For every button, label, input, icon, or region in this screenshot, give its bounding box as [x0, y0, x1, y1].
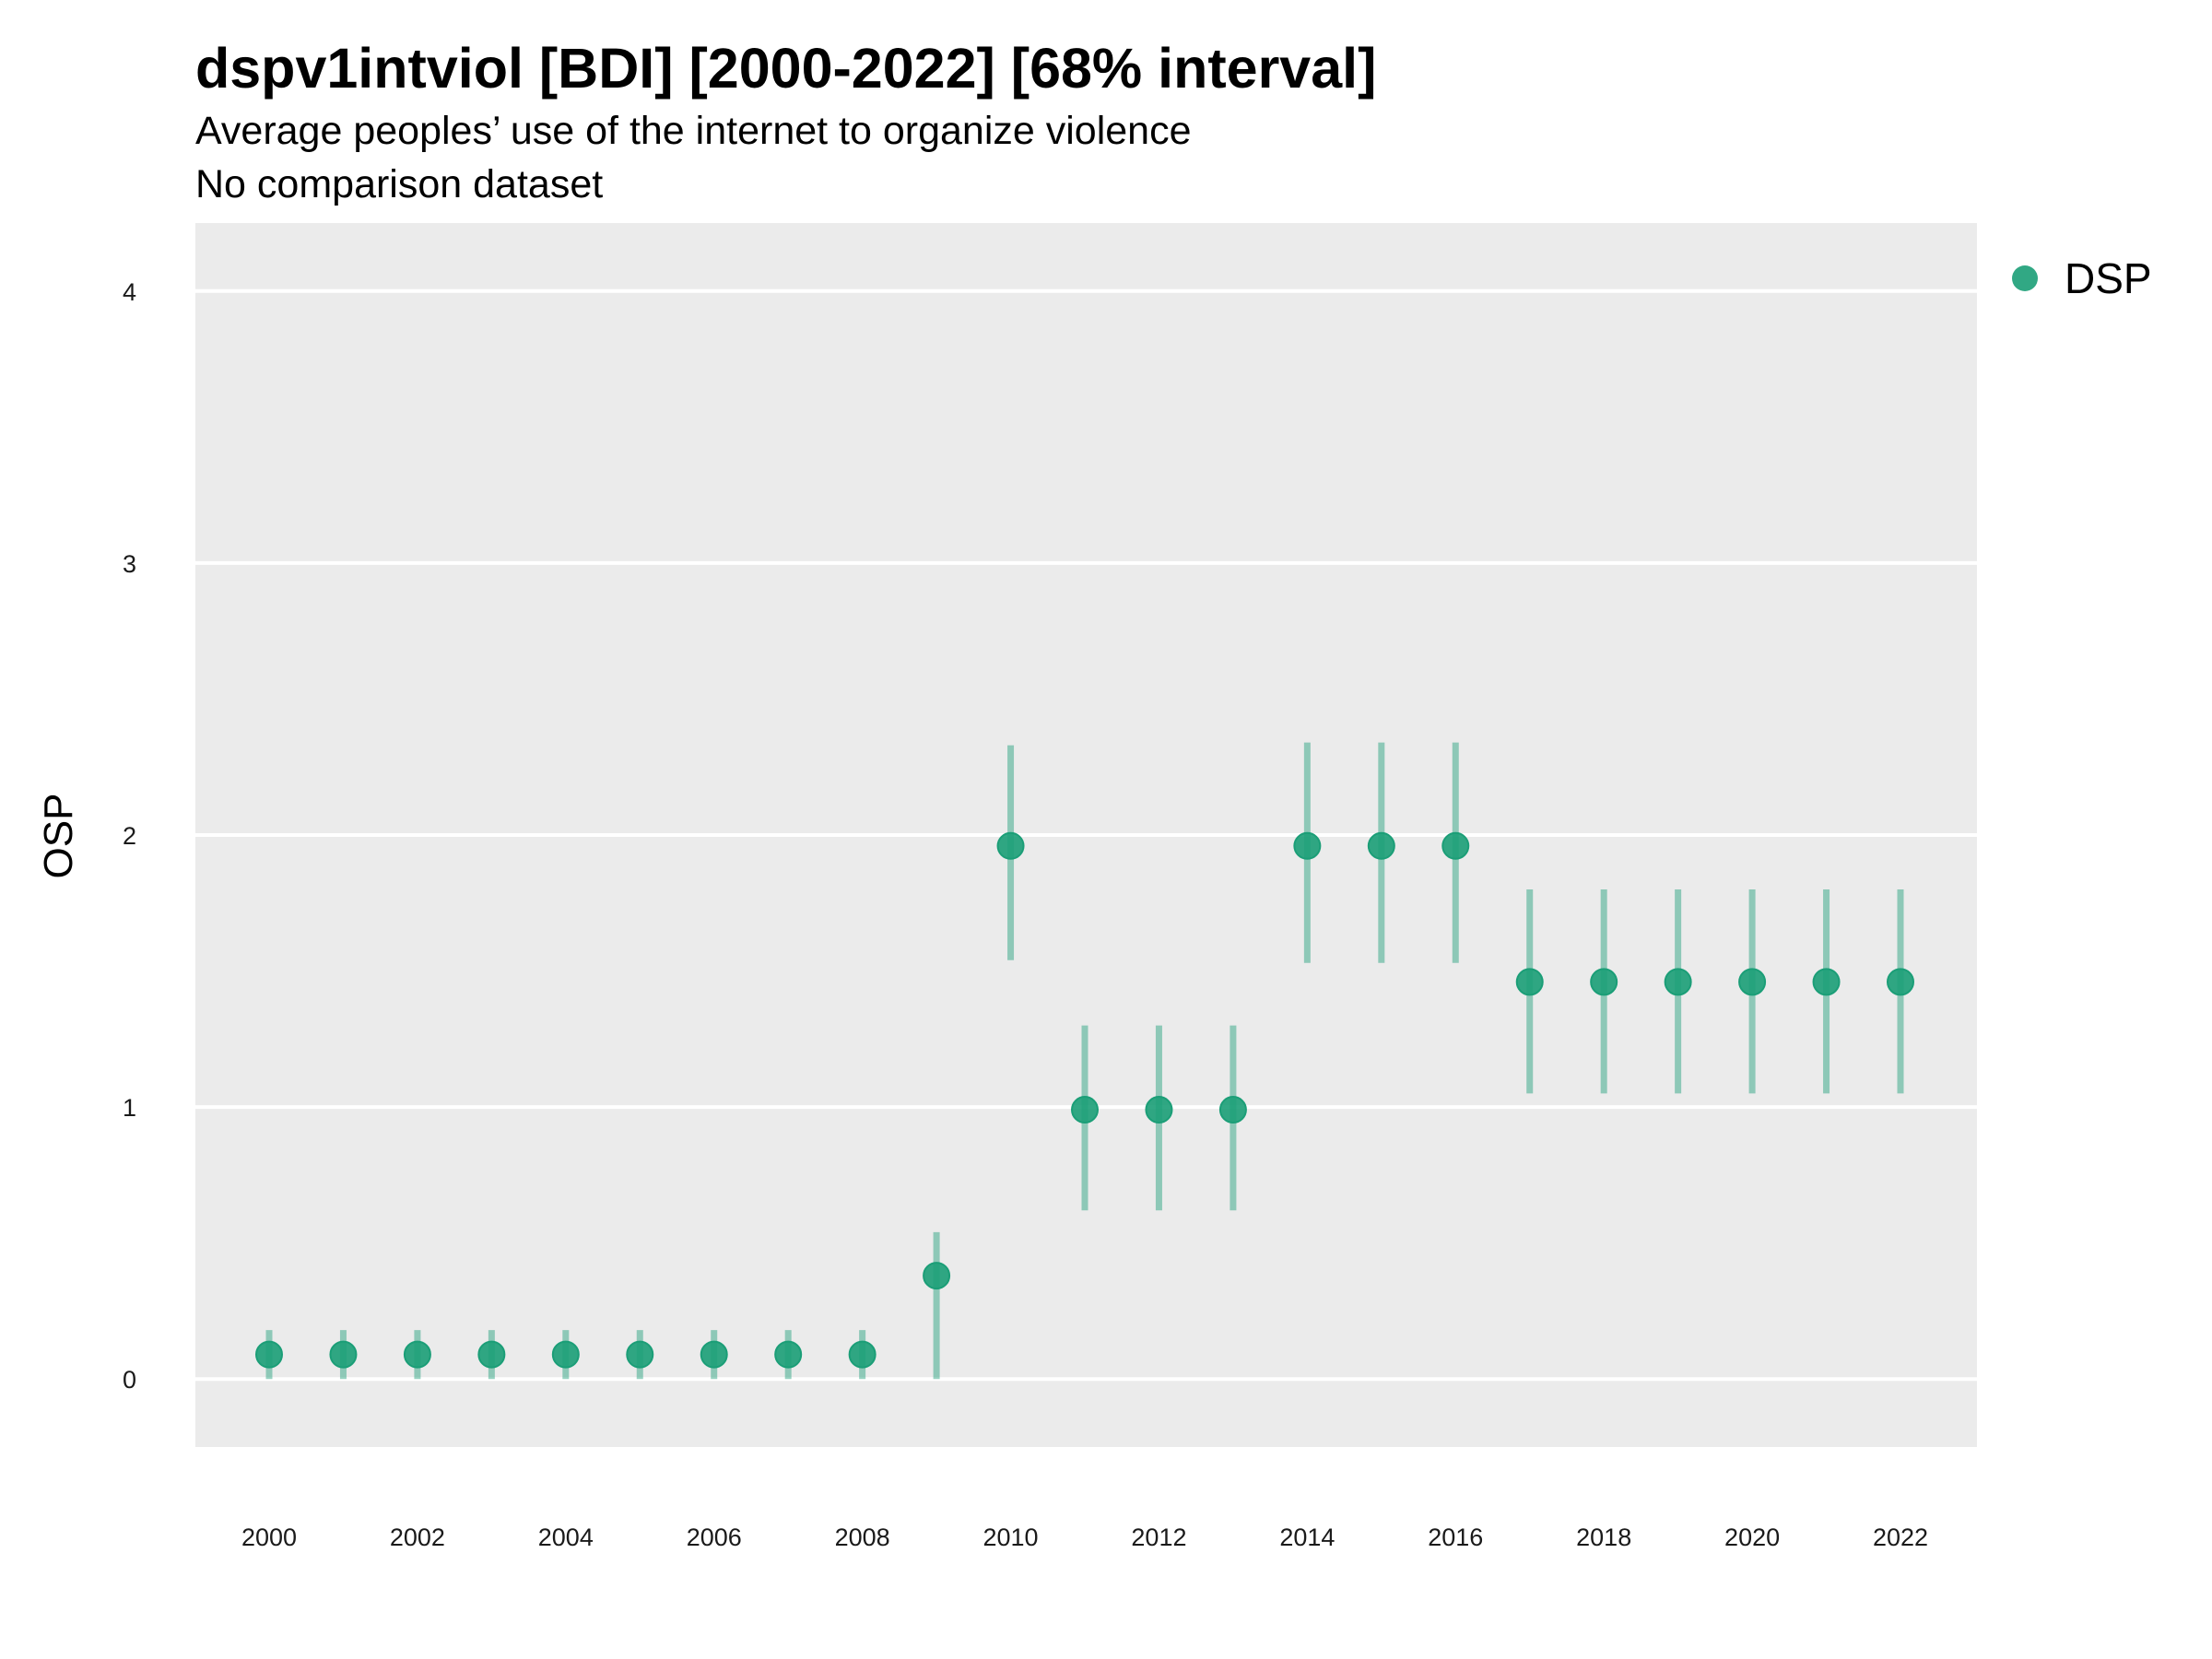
data-point-2001	[329, 1340, 358, 1369]
y-axis-ticks: 0 1 2 3 4	[123, 278, 136, 1394]
x-tick-label-2008: 2008	[835, 1524, 890, 1551]
chart-subtitle: Average peoples’ use of the internet to …	[195, 109, 1192, 153]
y-tick-label-1: 1	[123, 1094, 136, 1122]
data-point-2022	[1887, 968, 1914, 996]
data-point-2004	[551, 1340, 580, 1369]
x-tick-label-2010: 2010	[983, 1524, 1039, 1551]
chart-caption: No comparison dataset	[195, 162, 603, 206]
data-point-2012	[1145, 1096, 1173, 1124]
x-tick-label-2000: 2000	[241, 1524, 297, 1551]
data-point-2013	[1218, 1096, 1247, 1124]
data-point-2018	[1590, 968, 1618, 996]
x-tick-label-2022: 2022	[1873, 1524, 1928, 1551]
y-tick-label-2: 2	[123, 822, 136, 850]
x-tick-label-2012: 2012	[1131, 1524, 1186, 1551]
data-point-2003	[477, 1340, 506, 1369]
data-point-2021	[1812, 968, 1841, 996]
data-point-2009	[923, 1262, 951, 1290]
x-tick-label-2016: 2016	[1428, 1524, 1483, 1551]
data-point-2007	[774, 1340, 803, 1369]
y-tick-label-4: 4	[123, 278, 136, 306]
data-point-2015	[1367, 831, 1395, 860]
data-point-2005	[626, 1340, 654, 1369]
x-tick-label-2014: 2014	[1279, 1524, 1335, 1551]
x-tick-label-2004: 2004	[538, 1524, 594, 1551]
y-tick-label-3: 3	[123, 550, 136, 578]
data-points	[255, 831, 1914, 1369]
data-point-2006	[700, 1340, 728, 1369]
data-point-2008	[848, 1340, 877, 1369]
data-point-2019	[1664, 968, 1692, 996]
y-tick-label-0: 0	[123, 1366, 136, 1394]
x-axis-ticks: 2000 2002 2004 2006 2008 2010 2012 2014 2016 2018…	[241, 1524, 1928, 1551]
data-point-2000	[255, 1340, 283, 1369]
x-tick-label-2020: 2020	[1724, 1524, 1780, 1551]
y-axis-title: OSP	[36, 794, 81, 879]
x-tick-label-2002: 2002	[390, 1524, 445, 1551]
x-tick-label-2006: 2006	[687, 1524, 742, 1551]
data-point-2002	[403, 1340, 431, 1369]
chart-title: dspv1intviol [BDI] [2000-2022] [68% inte…	[195, 37, 1376, 100]
data-point-2010	[996, 831, 1025, 860]
legend-key-dsp	[2012, 265, 2038, 291]
data-point-2017	[1515, 968, 1544, 996]
legend: DSP	[2012, 254, 2152, 302]
data-point-2011	[1071, 1096, 1099, 1124]
data-point-2020	[1738, 968, 1767, 996]
legend-label-dsp: DSP	[2065, 254, 2152, 302]
x-tick-label-2018: 2018	[1576, 1524, 1631, 1551]
data-point-2014	[1293, 831, 1322, 860]
data-point-2016	[1441, 831, 1470, 860]
